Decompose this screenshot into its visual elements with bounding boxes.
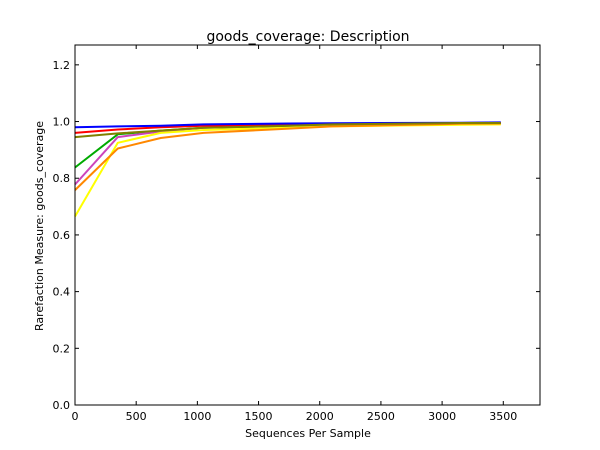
y-tick-label: 0.0 — [53, 399, 71, 412]
axis-ticks: 0 500 1000 1500 2000 2500 3000 3500 0.0 0.2 0.4 0.6… — [53, 45, 540, 423]
x-tick-label: 0 — [72, 410, 79, 423]
y-tick-label: 0.6 — [53, 229, 71, 242]
x-tick-label: 3500 — [489, 410, 517, 423]
x-tick-label: 2000 — [306, 410, 334, 423]
chart-title: goods_coverage: Description — [206, 29, 409, 45]
x-tick-label: 3000 — [428, 410, 456, 423]
x-tick-label: 2500 — [367, 410, 395, 423]
y-tick-label: 0.4 — [53, 286, 71, 299]
x-axis-label: Sequences Per Sample — [245, 427, 371, 440]
series-line-7 — [74, 122, 501, 139]
y-tick-label: 0.2 — [53, 342, 71, 355]
x-tick-label: 1000 — [183, 410, 211, 423]
plot-frame — [74, 44, 541, 406]
y-tick-label: 0.8 — [53, 172, 71, 185]
y-tick-label: 1.2 — [53, 59, 71, 72]
y-tick-label: 1.0 — [53, 116, 71, 129]
x-tick-label: 1500 — [245, 410, 273, 423]
y-axis-label: Rarefaction Measure: goods_coverage — [33, 121, 46, 331]
plot-lines — [74, 121, 501, 218]
x-tick-label: 500 — [126, 410, 147, 423]
